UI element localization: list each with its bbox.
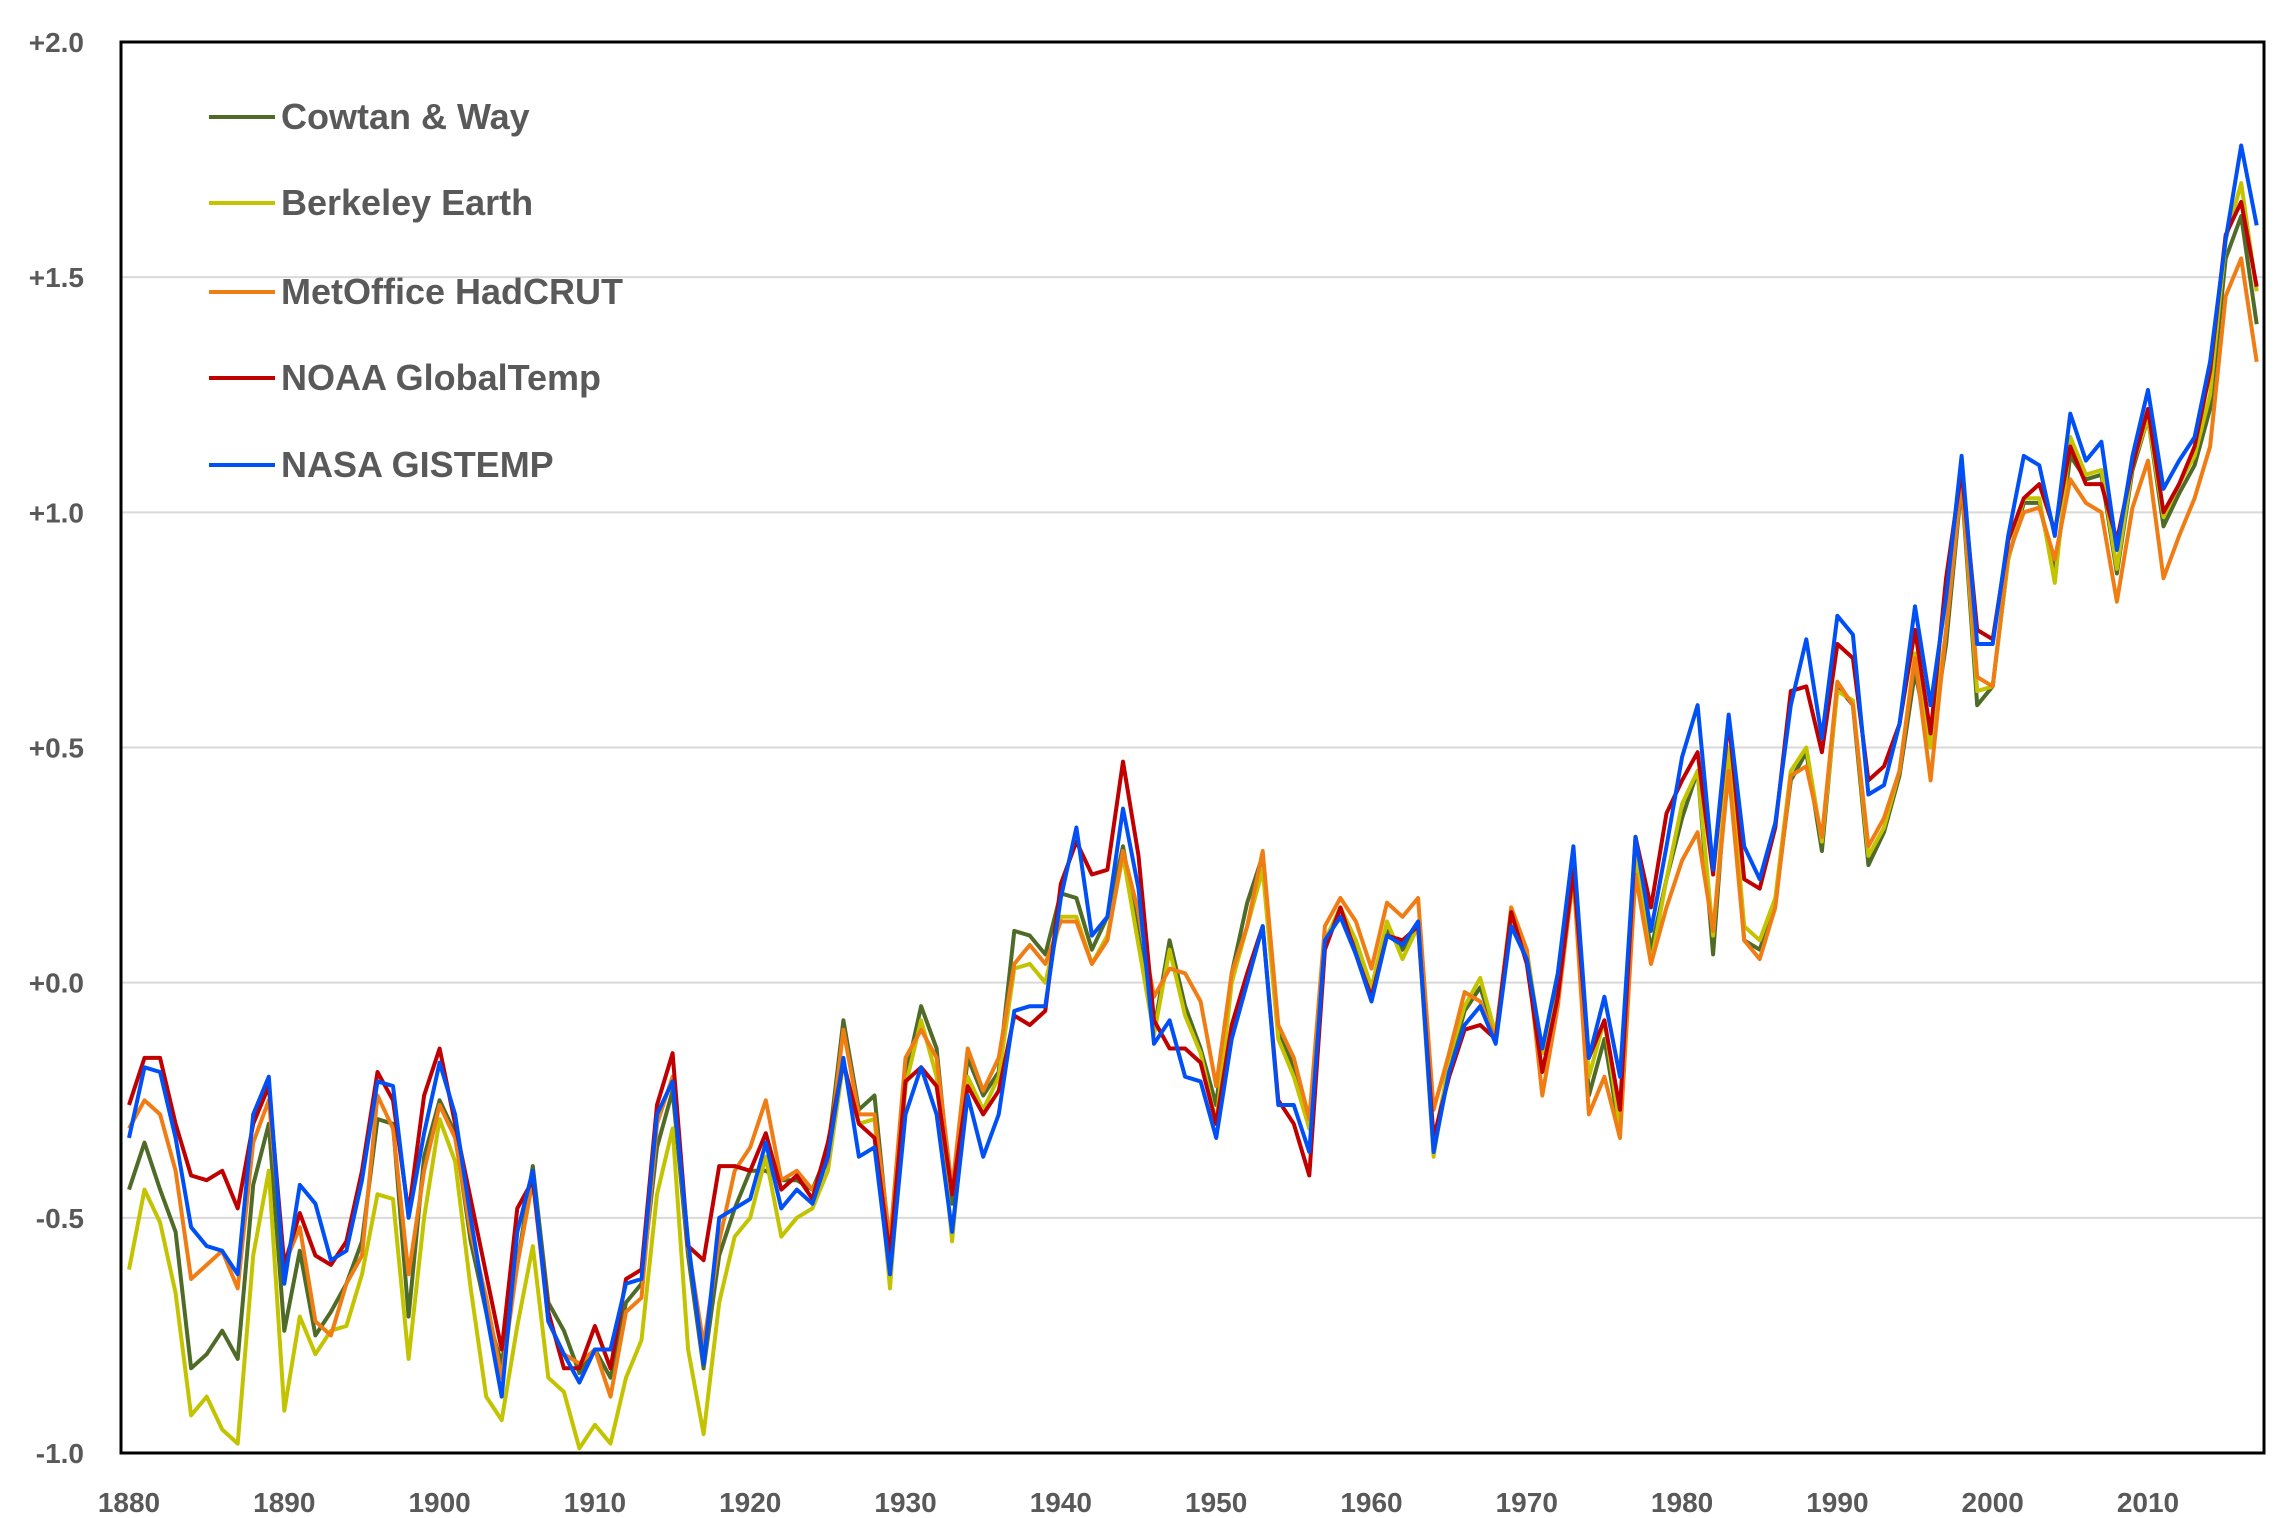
x-tick-label: 1890 [253, 1487, 315, 1518]
legend-label: NOAA GlobalTemp [281, 357, 601, 398]
y-tick-label: -1.0 [36, 1438, 84, 1469]
gridlines [121, 276, 2264, 1219]
x-tick-label: 2000 [1962, 1487, 2024, 1518]
x-tick-label: 1970 [1496, 1487, 1558, 1518]
y-tick-label: -0.5 [36, 1203, 84, 1234]
y-tick-label: +2.0 [29, 27, 84, 58]
y-tick-label: +1.0 [29, 497, 84, 528]
series-line-nasa-gistemp [127, 143, 2259, 1399]
y-tick-label: +0.5 [29, 733, 84, 764]
legend-item-metoffice-hadcrut: MetOffice HadCRUT [209, 271, 623, 312]
legend-item-berkeley-earth: Berkeley Earth [209, 182, 533, 223]
legend-label: NASA GISTEMP [281, 444, 554, 485]
x-tick-label: 1920 [719, 1487, 781, 1518]
x-axis-ticks: 1880 1890 1900 1910 1920 1930 1940 1950 1960 1970… [98, 1487, 2179, 1518]
y-tick-label: +0.0 [29, 968, 84, 999]
y-axis-ticks: +2.0 +1.5 +1.0 +0.5 +0.0 -0.5 -1.0 [29, 27, 84, 1469]
legend-item-nasa-gistemp: NASA GISTEMP [209, 444, 554, 485]
series-line-metoffice-hadcrut [127, 256, 2259, 1399]
x-tick-label: 1950 [1185, 1487, 1247, 1518]
legend-item-cowtan-way: Cowtan & Way [209, 96, 530, 137]
x-tick-label: 1960 [1340, 1487, 1402, 1518]
x-tick-label: 2010 [2117, 1487, 2179, 1518]
legend-label: MetOffice HadCRUT [281, 271, 623, 312]
x-tick-label: 1930 [874, 1487, 936, 1518]
legend-label: Cowtan & Way [281, 96, 530, 137]
x-tick-label: 1990 [1806, 1487, 1868, 1518]
x-tick-label: 1940 [1030, 1487, 1092, 1518]
y-tick-label: +1.5 [29, 262, 84, 293]
legend-label: Berkeley Earth [281, 182, 533, 223]
x-tick-label: 1900 [408, 1487, 470, 1518]
plot-area-border [119, 40, 2266, 1455]
series-lines [127, 143, 2259, 1451]
legend: Cowtan & Way Berkeley Earth MetOffice HadC… [209, 96, 623, 485]
x-tick-label: 1980 [1651, 1487, 1713, 1518]
x-tick-label: 1910 [564, 1487, 626, 1518]
legend-item-noaa-globaltemp: NOAA GlobalTemp [209, 357, 601, 398]
x-tick-label: 1880 [98, 1487, 160, 1518]
